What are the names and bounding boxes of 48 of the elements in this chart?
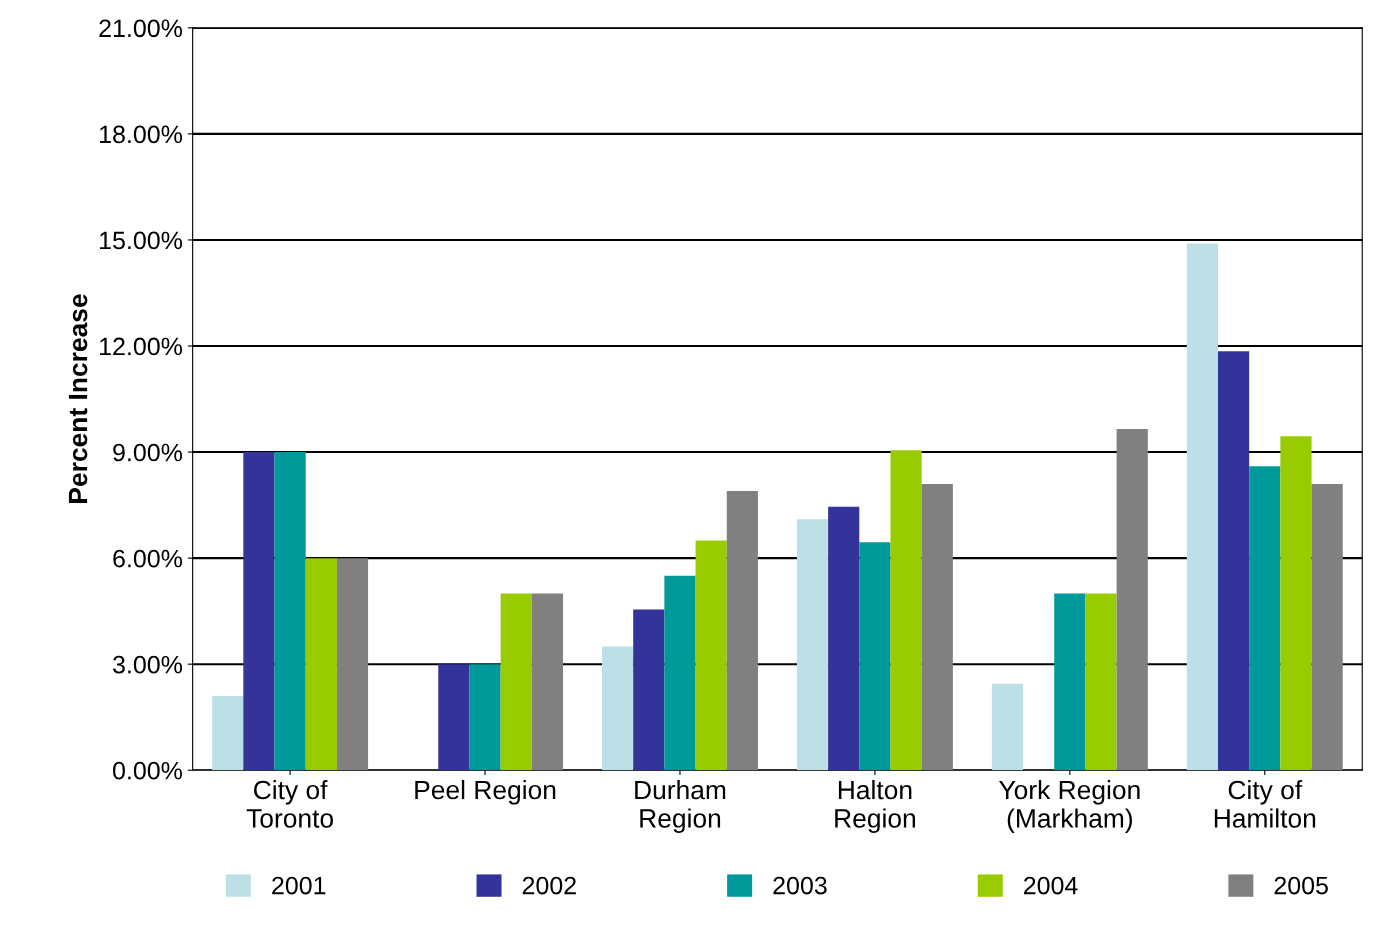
bar <box>1217 351 1250 771</box>
bar <box>796 519 829 771</box>
legend-label: 2004 <box>1024 876 1078 895</box>
x-tick-label: City of Toronto <box>246 779 334 828</box>
y-tick-label: 3.00% <box>112 655 183 674</box>
legend-label: 2002 <box>522 876 576 895</box>
x-tick-label: Durham Region <box>635 779 726 833</box>
bar <box>1116 429 1148 771</box>
y-tick-label: 18.00% <box>100 125 183 144</box>
bar <box>274 452 306 771</box>
y-tick-label: 0.00% <box>113 761 183 780</box>
bar <box>726 490 758 771</box>
bar <box>336 558 369 771</box>
bar <box>1186 243 1218 771</box>
legend-label: 2005 <box>1274 876 1328 895</box>
legend-label: 2003 <box>773 876 827 895</box>
y-axis-title: Percent Increase <box>68 294 88 503</box>
bar <box>243 452 275 771</box>
bar <box>1249 466 1281 771</box>
bar <box>1280 436 1312 771</box>
bar <box>602 646 634 771</box>
y-tick-label: 15.00% <box>100 231 183 250</box>
bar <box>1085 593 1117 771</box>
bar <box>438 664 470 771</box>
bar <box>859 542 891 771</box>
y-tick-label: 6.00% <box>113 549 183 568</box>
bar <box>469 664 501 771</box>
bar <box>991 683 1024 771</box>
x-tick-label: City of Hamilton <box>1214 779 1316 828</box>
x-tick-label: Halton Region <box>835 779 916 833</box>
bar <box>500 593 532 771</box>
bar <box>1311 483 1343 771</box>
bar <box>531 593 564 771</box>
bar <box>212 696 244 771</box>
y-tick-label: 9.00% <box>113 443 183 462</box>
bar <box>305 558 337 771</box>
legend-label: 2001 <box>272 876 326 895</box>
bar <box>1054 593 1086 771</box>
y-tick-label: 21.00% <box>99 19 183 38</box>
bar <box>921 483 953 771</box>
bar <box>828 506 860 771</box>
bar <box>664 575 696 771</box>
bar <box>695 540 727 771</box>
bar <box>890 450 922 771</box>
bar <box>633 609 665 771</box>
x-tick-label: Peel Region <box>415 779 556 805</box>
y-tick-label: 12.00% <box>100 337 183 356</box>
x-tick-label: York Region (Markham) <box>999 779 1140 833</box>
